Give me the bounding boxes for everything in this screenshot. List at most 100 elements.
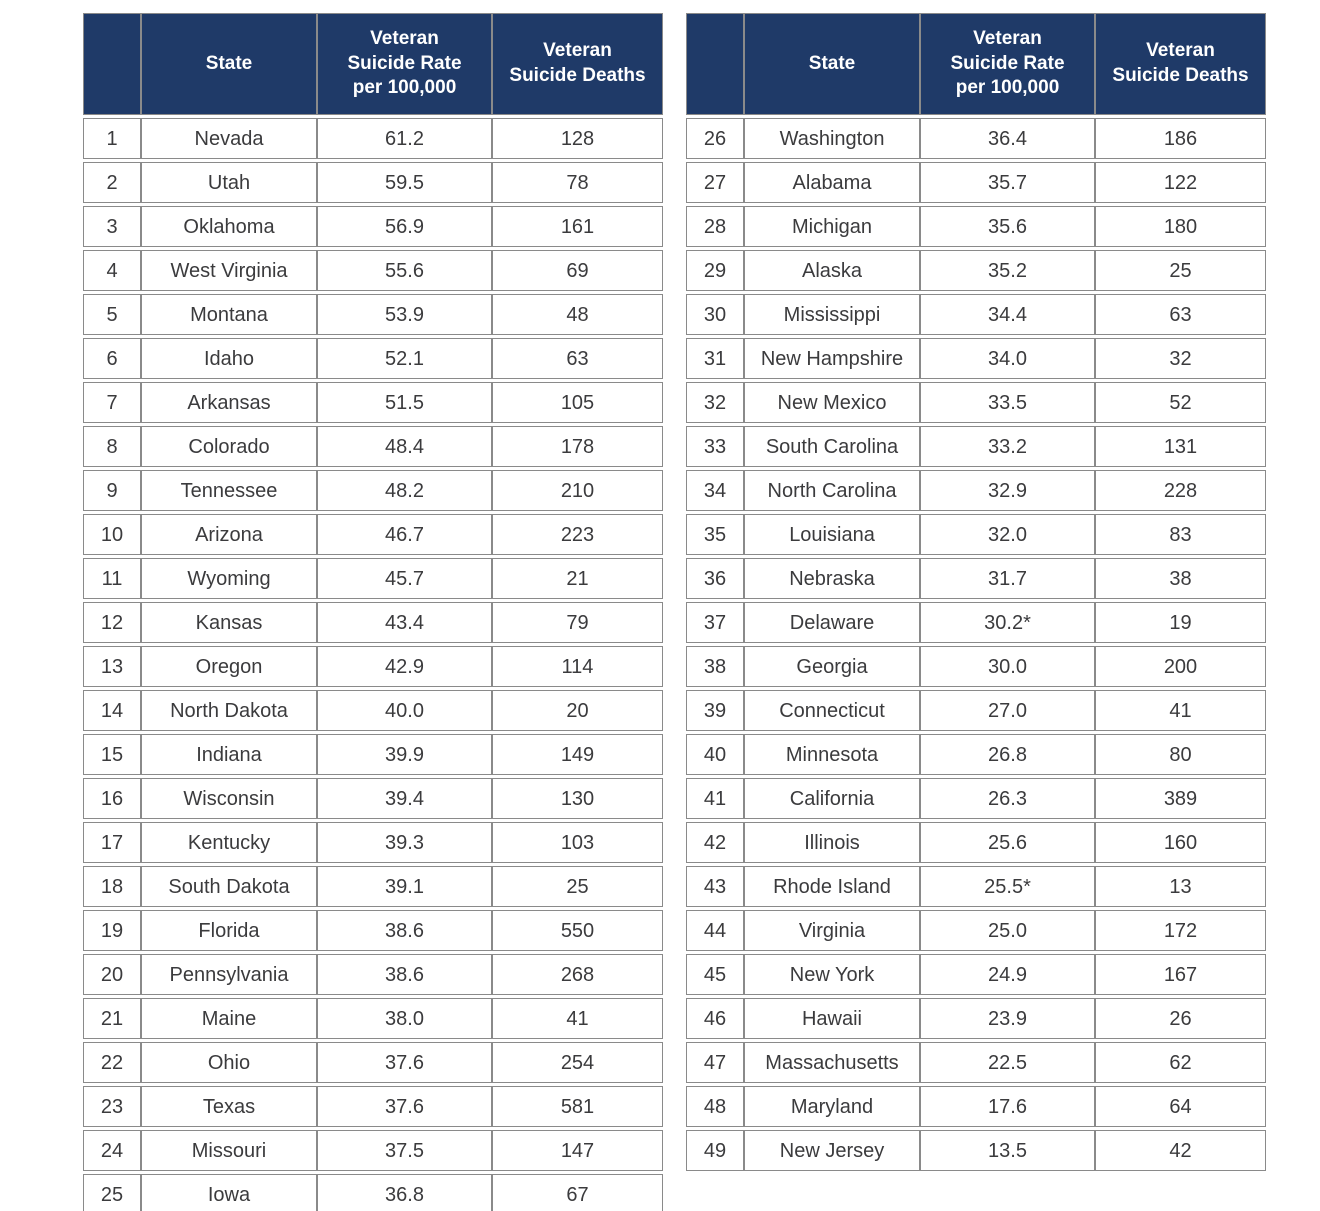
rank-cell: 30: [686, 294, 744, 335]
table-row: 31 New Hampshire 34.0 32: [686, 338, 1266, 379]
rate-cell: 30.0: [920, 646, 1095, 687]
rank-cell: 12: [83, 602, 141, 643]
rank-cell: 21: [83, 998, 141, 1039]
deaths-cell: 122: [1095, 162, 1266, 203]
veteran-suicide-table-ranks-1-25: State Veteran Suicide Rate per 100,000 V…: [83, 10, 663, 1211]
table-row: 49 New Jersey 13.5 42: [686, 1130, 1266, 1171]
rate-cell: 53.9: [317, 294, 492, 335]
rate-cell: 39.9: [317, 734, 492, 775]
rank-cell: 32: [686, 382, 744, 423]
header-suicide-rate: Veteran Suicide Rate per 100,000: [920, 13, 1095, 115]
rank-cell: 28: [686, 206, 744, 247]
deaths-cell: 228: [1095, 470, 1266, 511]
rate-cell: 22.5: [920, 1042, 1095, 1083]
state-cell: Louisiana: [744, 514, 920, 555]
state-cell: Maine: [141, 998, 317, 1039]
table-row: 48 Maryland 17.6 64: [686, 1086, 1266, 1127]
table-row: 13 Oregon 42.9 114: [83, 646, 663, 687]
rank-cell: 16: [83, 778, 141, 819]
deaths-cell: 20: [492, 690, 663, 731]
rank-cell: 3: [83, 206, 141, 247]
deaths-cell: 186: [1095, 118, 1266, 159]
rank-cell: 40: [686, 734, 744, 775]
rate-cell: 38.0: [317, 998, 492, 1039]
state-cell: Indiana: [141, 734, 317, 775]
deaths-cell: 103: [492, 822, 663, 863]
deaths-cell: 26: [1095, 998, 1266, 1039]
deaths-cell: 83: [1095, 514, 1266, 555]
rank-cell: 29: [686, 250, 744, 291]
rate-cell: 52.1: [317, 338, 492, 379]
rank-cell: 11: [83, 558, 141, 599]
rate-cell: 61.2: [317, 118, 492, 159]
rate-cell: 40.0: [317, 690, 492, 731]
deaths-cell: 268: [492, 954, 663, 995]
table-row: 32 New Mexico 33.5 52: [686, 382, 1266, 423]
rank-cell: 13: [83, 646, 141, 687]
table-row: 26 Washington 36.4 186: [686, 118, 1266, 159]
state-cell: Alabama: [744, 162, 920, 203]
table-row: 27 Alabama 35.7 122: [686, 162, 1266, 203]
deaths-cell: 223: [492, 514, 663, 555]
rank-cell: 5: [83, 294, 141, 335]
rate-cell: 48.4: [317, 426, 492, 467]
rank-cell: 39: [686, 690, 744, 731]
deaths-cell: 25: [1095, 250, 1266, 291]
state-cell: Rhode Island: [744, 866, 920, 907]
state-cell: Nevada: [141, 118, 317, 159]
deaths-cell: 105: [492, 382, 663, 423]
state-cell: Arkansas: [141, 382, 317, 423]
state-cell: Virginia: [744, 910, 920, 951]
deaths-cell: 167: [1095, 954, 1266, 995]
state-cell: Hawaii: [744, 998, 920, 1039]
table-row: 33 South Carolina 33.2 131: [686, 426, 1266, 467]
deaths-cell: 581: [492, 1086, 663, 1127]
rank-cell: 15: [83, 734, 141, 775]
rate-cell: 42.9: [317, 646, 492, 687]
state-cell: Iowa: [141, 1174, 317, 1211]
table-row: 35 Louisiana 32.0 83: [686, 514, 1266, 555]
table-row: 42 Illinois 25.6 160: [686, 822, 1266, 863]
table-row: 47 Massachusetts 22.5 62: [686, 1042, 1266, 1083]
state-cell: Oregon: [141, 646, 317, 687]
header-suicide-deaths: Veteran Suicide Deaths: [492, 13, 663, 115]
rate-cell: 26.3: [920, 778, 1095, 819]
state-cell: Texas: [141, 1086, 317, 1127]
rank-cell: 47: [686, 1042, 744, 1083]
rank-cell: 23: [83, 1086, 141, 1127]
state-cell: Idaho: [141, 338, 317, 379]
table-row: 17 Kentucky 39.3 103: [83, 822, 663, 863]
table-row: 18 South Dakota 39.1 25: [83, 866, 663, 907]
state-cell: Utah: [141, 162, 317, 203]
rate-cell: 34.0: [920, 338, 1095, 379]
table-row: 14 North Dakota 40.0 20: [83, 690, 663, 731]
state-cell: Illinois: [744, 822, 920, 863]
deaths-cell: 254: [492, 1042, 663, 1083]
header-row: State Veteran Suicide Rate per 100,000 V…: [83, 13, 663, 115]
state-cell: Oklahoma: [141, 206, 317, 247]
rank-cell: 45: [686, 954, 744, 995]
rank-cell: 6: [83, 338, 141, 379]
rate-cell: 38.6: [317, 910, 492, 951]
rate-cell: 51.5: [317, 382, 492, 423]
state-cell: Mississippi: [744, 294, 920, 335]
table-row: 21 Maine 38.0 41: [83, 998, 663, 1039]
rate-cell: 24.9: [920, 954, 1095, 995]
rate-cell: 17.6: [920, 1086, 1095, 1127]
table-row: 45 New York 24.9 167: [686, 954, 1266, 995]
state-cell: New Jersey: [744, 1130, 920, 1171]
deaths-cell: 114: [492, 646, 663, 687]
rank-cell: 41: [686, 778, 744, 819]
table-row: 34 North Carolina 32.9 228: [686, 470, 1266, 511]
deaths-cell: 131: [1095, 426, 1266, 467]
state-cell: Massachusetts: [744, 1042, 920, 1083]
state-cell: Alaska: [744, 250, 920, 291]
deaths-cell: 41: [1095, 690, 1266, 731]
state-cell: Tennessee: [141, 470, 317, 511]
rank-cell: 33: [686, 426, 744, 467]
deaths-cell: 160: [1095, 822, 1266, 863]
state-cell: New York: [744, 954, 920, 995]
deaths-cell: 389: [1095, 778, 1266, 819]
rate-cell: 23.9: [920, 998, 1095, 1039]
deaths-cell: 200: [1095, 646, 1266, 687]
